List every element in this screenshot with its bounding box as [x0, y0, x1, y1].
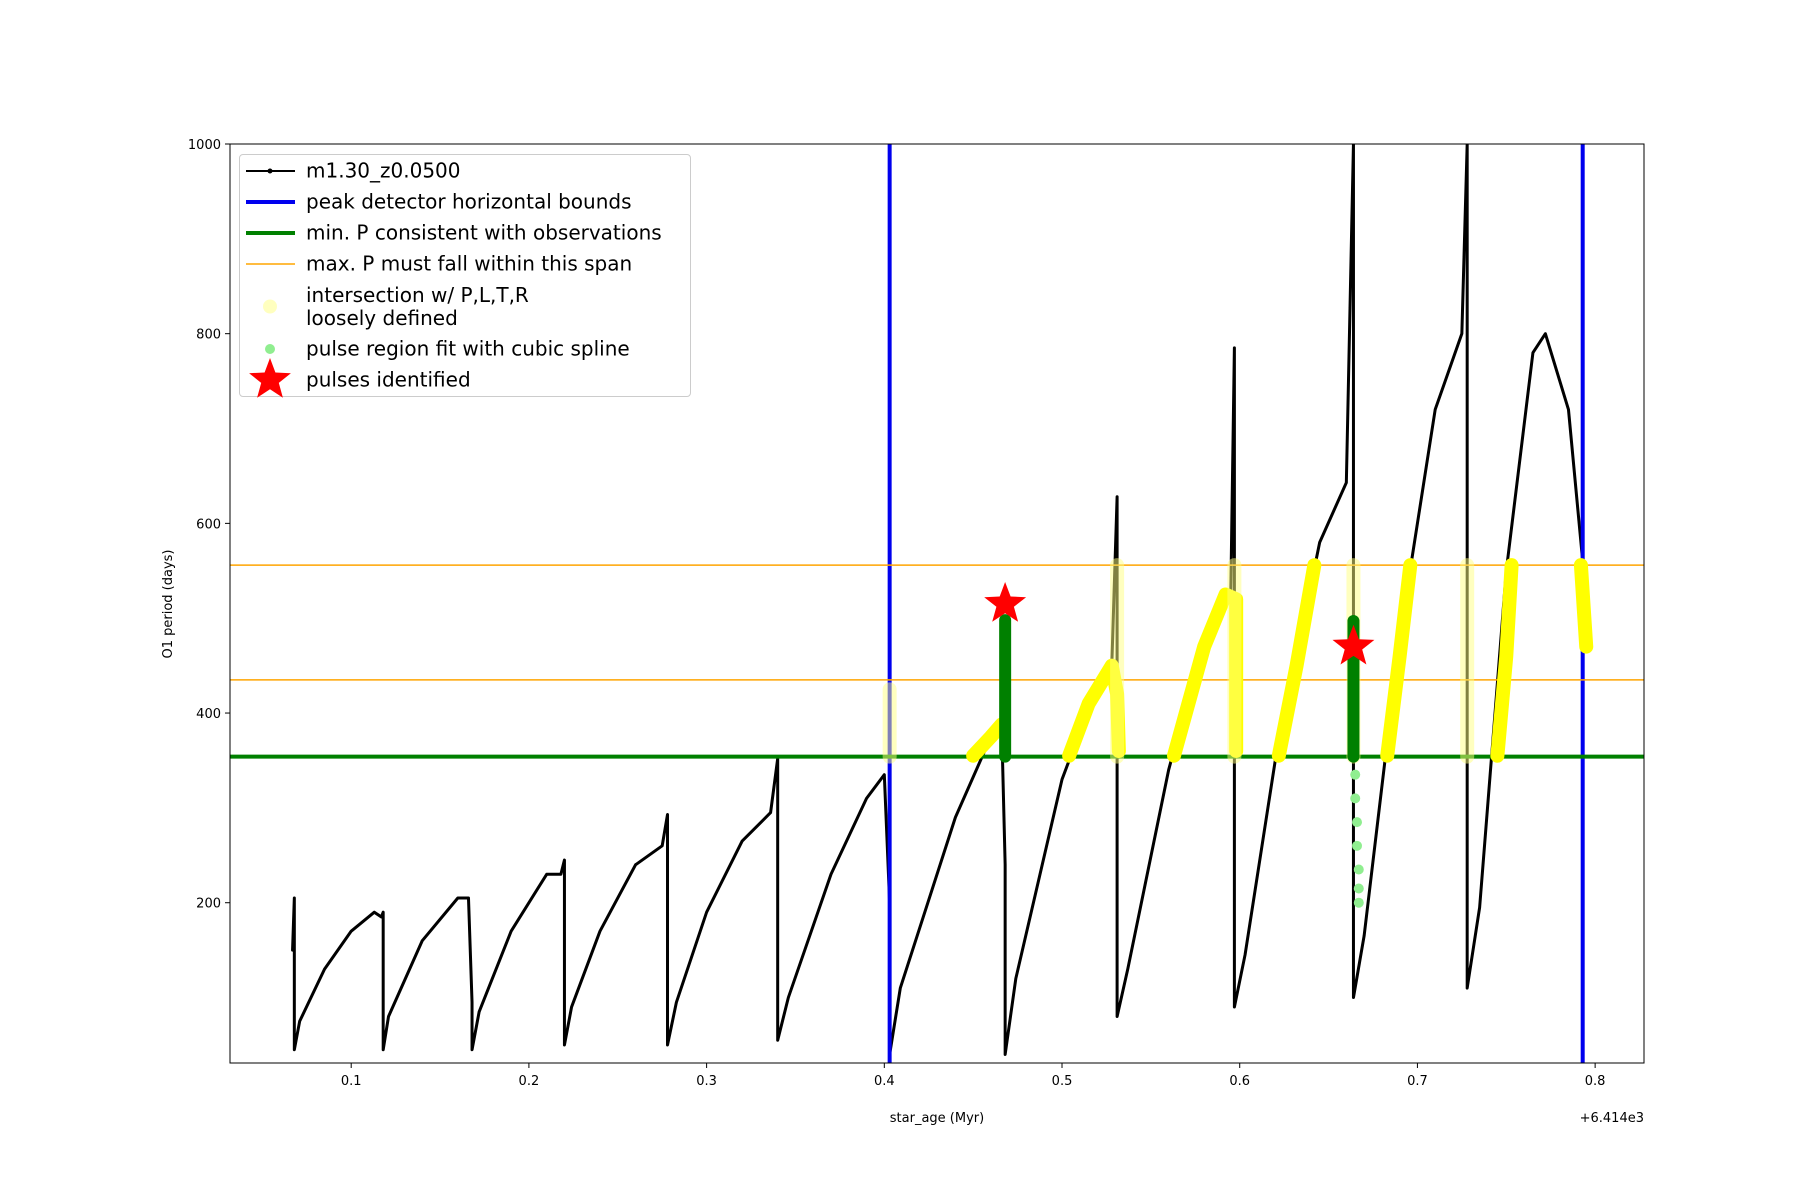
x-tick-label: 0.6: [1229, 1074, 1250, 1089]
plot-area: [230, 144, 1644, 1063]
y-axis-label: O1 period (days): [161, 549, 176, 658]
legend-label: max. P must fall within this span: [306, 251, 633, 276]
legend-label: min. P consistent with observations: [306, 220, 662, 245]
x-axis-label: star_age (Myr): [890, 1111, 984, 1126]
series-line: [1573, 558, 1594, 654]
series-line: [1380, 558, 1418, 763]
scatter-point: [1353, 864, 1364, 875]
legend-swatches: [246, 168, 295, 398]
y-tick-label: 1000: [188, 138, 221, 153]
series-line: [1271, 558, 1322, 763]
y-tick-label: 200: [196, 897, 221, 912]
scatter-point: [1352, 840, 1363, 851]
scatter-point: [1352, 817, 1363, 828]
x-tick-label: 0.8: [1585, 1074, 1606, 1089]
x-tick-label: 0.3: [696, 1074, 717, 1089]
series-line: [966, 717, 1009, 763]
scatter-point: [1350, 769, 1361, 780]
series-line: [1166, 587, 1244, 763]
series-line: [1490, 558, 1519, 763]
axes-frame: [229, 143, 1645, 1064]
x-tick-label: 0.4: [874, 1074, 895, 1089]
legend-swatch: [267, 168, 273, 174]
x-tick-label: 0.7: [1407, 1074, 1428, 1089]
scatter-point: [1353, 897, 1364, 908]
legend-label: peak detector horizontal bounds: [306, 189, 632, 214]
legend-swatch: [249, 358, 291, 398]
legend-label: intersection w/ P,L,T,R loosely defined: [306, 282, 529, 330]
legend-swatch: [265, 344, 275, 354]
legend-swatch: [263, 299, 277, 314]
y-tick-label: 600: [196, 517, 221, 532]
legend-label: pulse region fit with cubic spline: [306, 336, 630, 361]
x-offset-label: +6.414e3: [1580, 1111, 1644, 1126]
star-marker: [984, 582, 1027, 622]
legend-label: m1.30_z0.0500: [306, 158, 461, 183]
star-marker: [1332, 624, 1375, 665]
y-tick-label: 400: [196, 707, 221, 722]
x-tick-label: 0.5: [1052, 1074, 1073, 1089]
scatter-point: [1350, 793, 1361, 804]
x-tick-label: 0.1: [341, 1074, 362, 1089]
legend-label: pulses identified: [306, 367, 471, 392]
scatter-point: [1353, 883, 1364, 894]
x-tick-label: 0.2: [519, 1074, 540, 1089]
y-tick-label: 800: [196, 328, 221, 343]
